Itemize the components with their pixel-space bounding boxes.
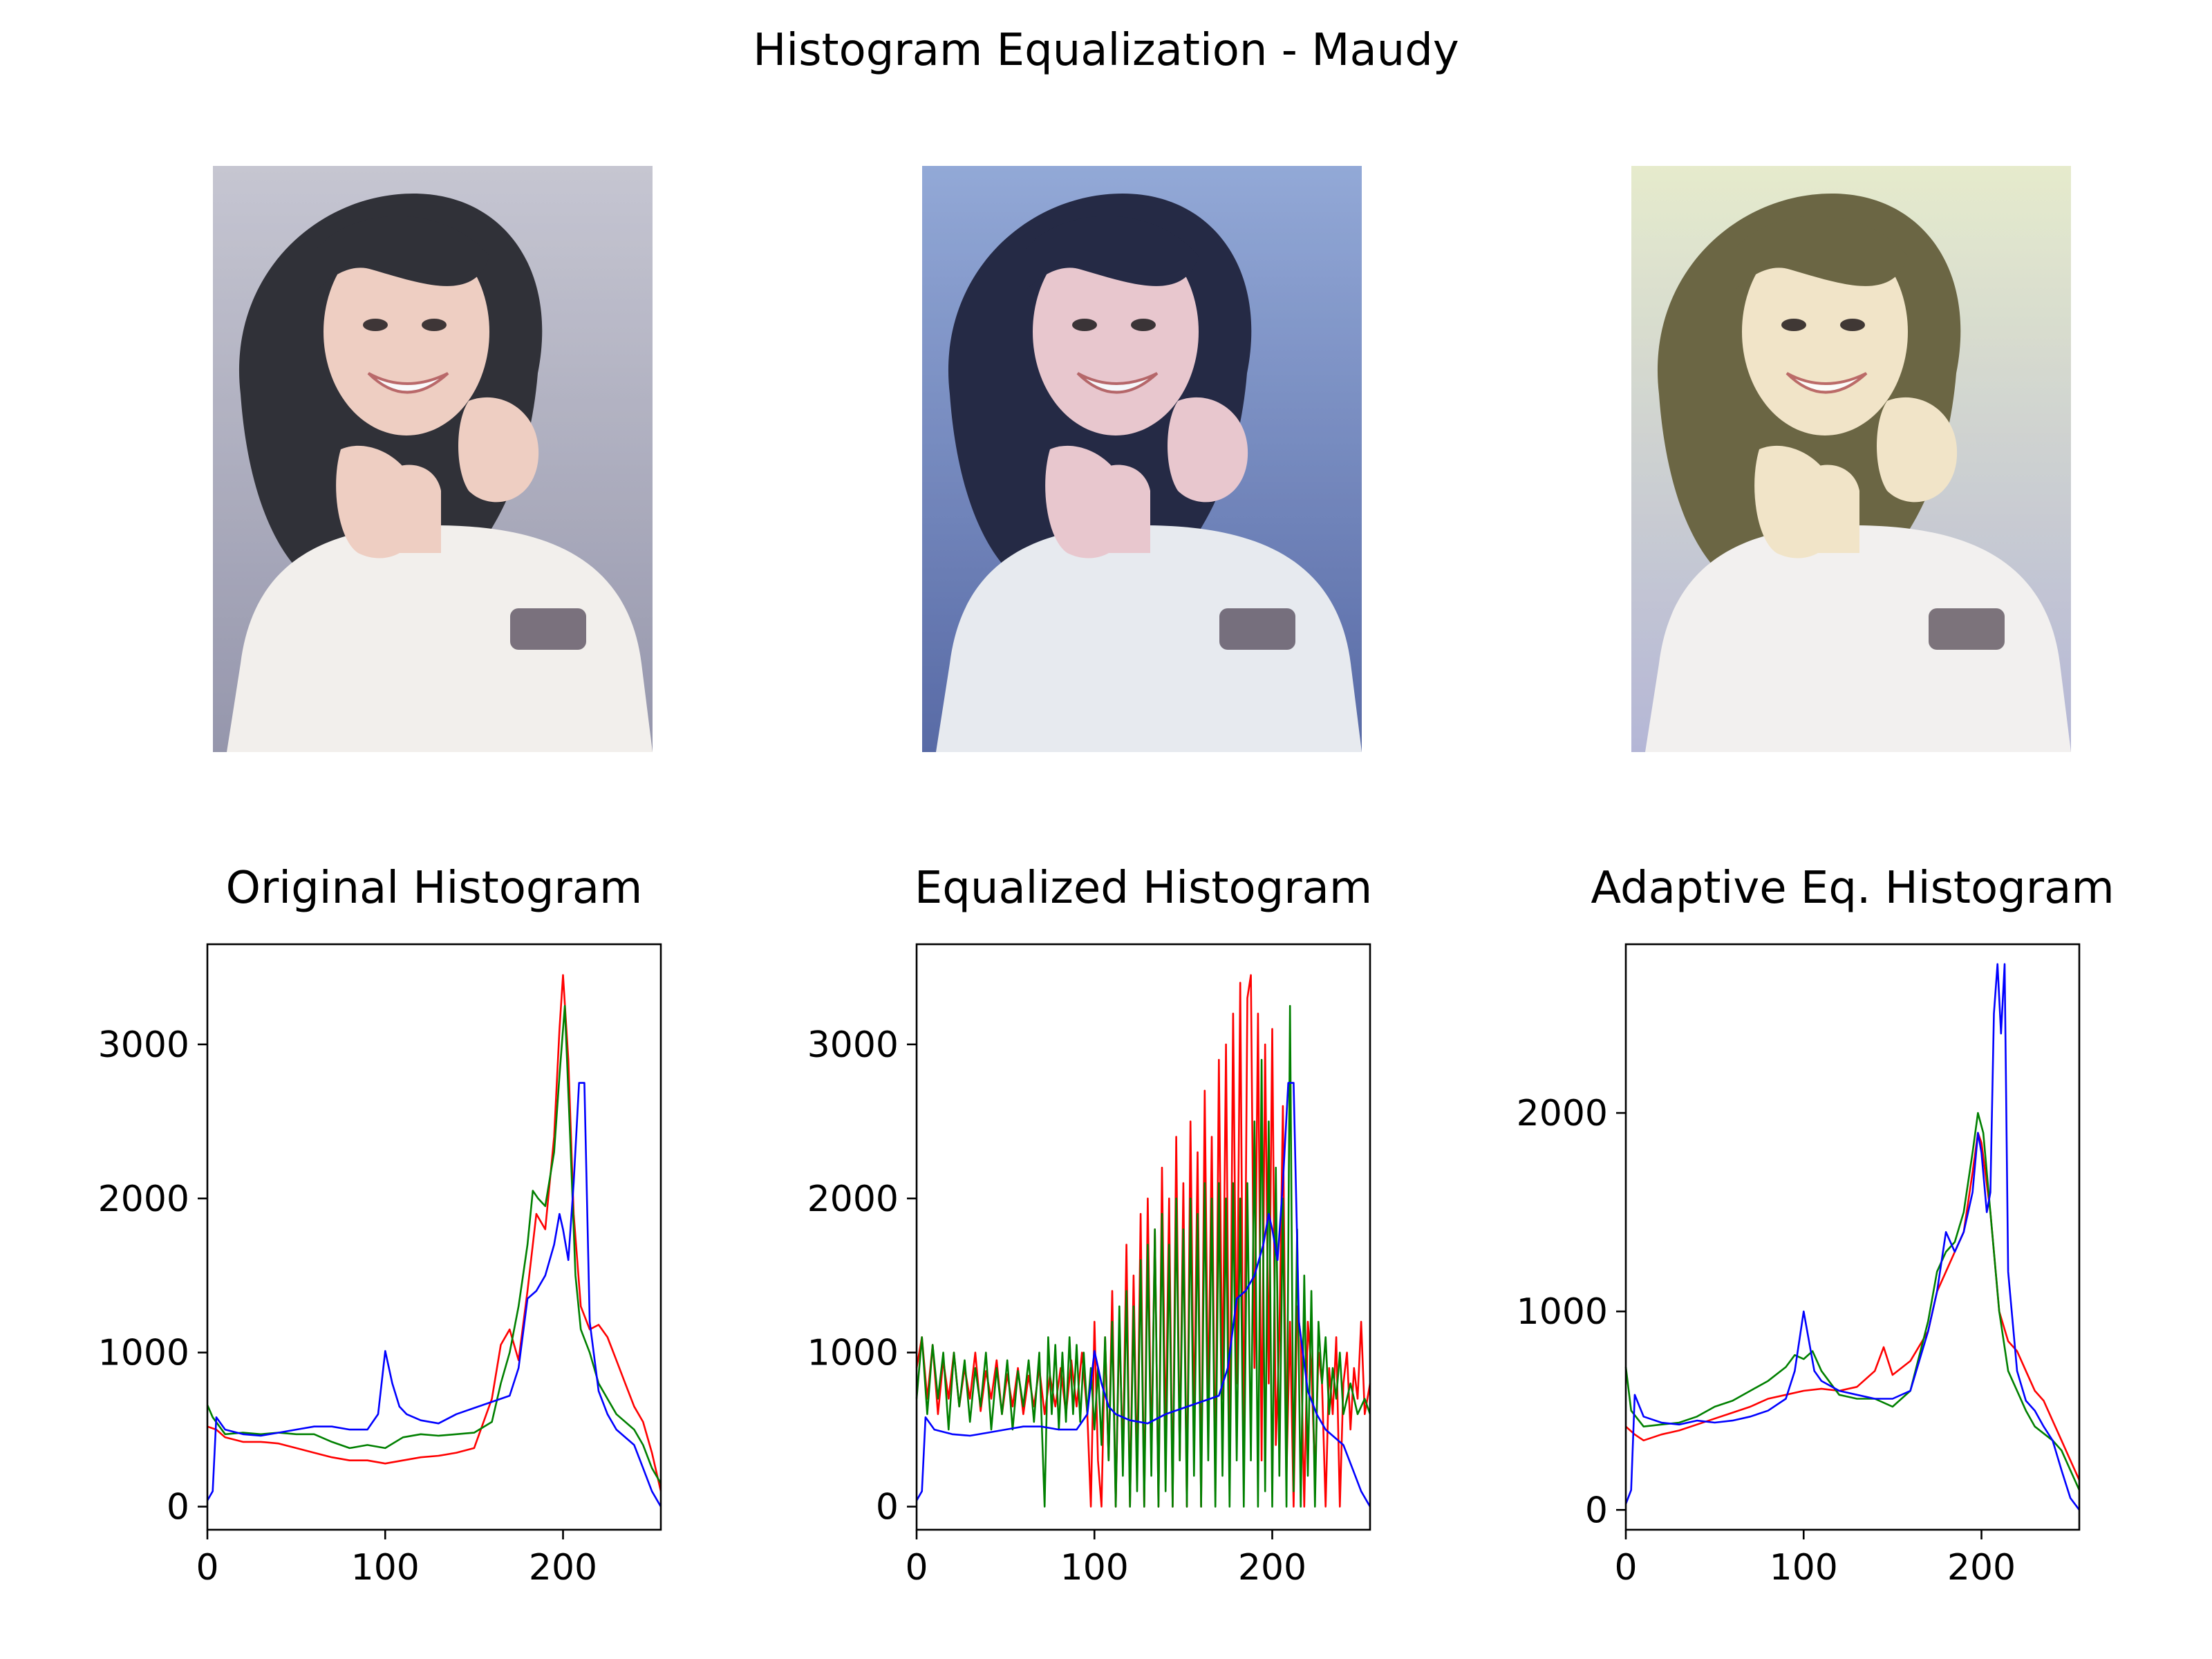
series-red-line [207, 974, 662, 1492]
y-tick-label: 0 [876, 1487, 899, 1528]
y-tick-label: 1000 [807, 1333, 899, 1374]
photo-fringe [1026, 216, 1199, 290]
photo-smile [1076, 372, 1159, 394]
y-tick-label: 3000 [807, 1024, 899, 1066]
series-red-line [1625, 1132, 2081, 1481]
photo-hand-right [458, 397, 539, 503]
photo-tint [1631, 166, 2071, 752]
y-tick-label: 3000 [98, 1024, 189, 1066]
photo-smile [1785, 372, 1868, 394]
plot-title-adaptive: Adaptive Eq. Histogram [1591, 863, 2115, 914]
plot-title-equalized: Equalized Histogram [914, 863, 1373, 914]
plot-frame [206, 943, 662, 1531]
photo-hand-right [1877, 397, 1958, 503]
x-tick-label: 100 [351, 1547, 420, 1588]
photo-tint [213, 166, 653, 752]
photo-eye-left [1072, 319, 1097, 331]
x-tick-label: 100 [1060, 1547, 1129, 1588]
series-blue-line [1624, 963, 2081, 1511]
y-tick-label: 1000 [98, 1333, 189, 1374]
series-green-line [206, 1004, 662, 1484]
photo-eye-left [1781, 319, 1806, 331]
photo-bracelets [510, 608, 586, 650]
photo-eye-right [1840, 319, 1865, 331]
y-tick-label: 0 [1585, 1490, 1608, 1531]
photo-hand-left [336, 445, 420, 559]
y-tick-label: 2000 [98, 1179, 189, 1220]
series-blue-line [915, 1082, 1371, 1508]
photo-hand-left [1754, 445, 1839, 559]
photo-tint [922, 166, 1362, 752]
x-tick-label: 0 [1614, 1547, 1637, 1588]
photo-eye-right [422, 319, 447, 331]
x-tick-label: 200 [529, 1547, 597, 1588]
photo-fringe [1735, 216, 1908, 290]
photo-shirt [1645, 525, 2071, 752]
plot-frame [915, 943, 1371, 1531]
x-tick-label: 200 [1947, 1547, 2016, 1588]
photo-bracelets [1219, 608, 1295, 650]
photo-fringe [317, 216, 489, 290]
y-tick-label: 2000 [1517, 1093, 1608, 1134]
photo-eye-right [1131, 319, 1156, 331]
plot-title-original: Original Histogram [225, 863, 643, 914]
x-tick-label: 0 [196, 1547, 218, 1588]
y-tick-label: 2000 [807, 1179, 899, 1220]
photo-adaptive [1631, 166, 2071, 752]
photo-hand-left [1045, 445, 1130, 559]
plot-frame [1624, 943, 2081, 1531]
figure-title: Histogram Equalization - Maudy [753, 25, 1459, 76]
photo-eye-left [363, 319, 388, 331]
series-green-line [1624, 1112, 2081, 1491]
series-green-line [915, 1004, 1371, 1508]
photo-equalized [922, 166, 1362, 752]
x-tick-label: 200 [1238, 1547, 1306, 1588]
y-tick-label: 1000 [1517, 1291, 1608, 1333]
photo-bracelets [1929, 608, 2005, 650]
series-blue-line [206, 1082, 662, 1508]
x-tick-label: 100 [1770, 1547, 1838, 1588]
photo-original [213, 166, 653, 752]
x-tick-label: 0 [905, 1547, 928, 1588]
photo-hand-right [1168, 397, 1248, 503]
photo-shirt [936, 525, 1362, 752]
series-red-line [915, 974, 1371, 1508]
y-tick-label: 0 [167, 1487, 189, 1528]
photo-shirt [227, 525, 653, 752]
photo-smile [367, 372, 449, 394]
